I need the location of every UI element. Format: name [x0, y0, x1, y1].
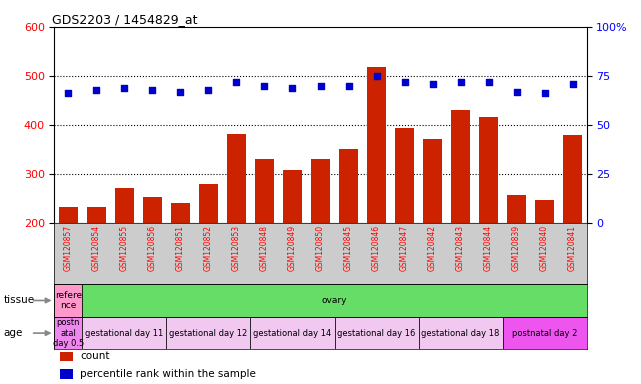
Text: GSM120857: GSM120857: [64, 225, 73, 271]
Text: GDS2203 / 1454829_at: GDS2203 / 1454829_at: [52, 13, 197, 26]
Text: GSM120840: GSM120840: [540, 225, 549, 271]
Bar: [254, 159, 274, 223]
Point: [92, 86, 102, 93]
Text: GSM120853: GSM120853: [232, 225, 241, 271]
Bar: [83, 317, 167, 349]
Text: gestational day 16: gestational day 16: [337, 329, 416, 338]
Text: gestational day 11: gestational day 11: [85, 329, 163, 338]
Point: [176, 88, 186, 94]
Text: percentile rank within the sample: percentile rank within the sample: [80, 369, 256, 379]
Bar: [367, 66, 387, 223]
Text: postnatal day 2: postnatal day 2: [512, 329, 577, 338]
Text: count: count: [80, 351, 110, 361]
Text: GSM120844: GSM120844: [484, 225, 493, 271]
Text: gestational day 18: gestational day 18: [421, 329, 500, 338]
Bar: [54, 284, 83, 317]
Bar: [507, 195, 526, 223]
Bar: [419, 317, 503, 349]
Point: [147, 86, 158, 93]
Point: [455, 79, 465, 85]
Text: gestational day 14: gestational day 14: [253, 329, 331, 338]
Bar: [143, 197, 162, 223]
Bar: [60, 351, 73, 361]
Text: GSM120846: GSM120846: [372, 225, 381, 271]
Point: [512, 88, 522, 94]
Bar: [171, 203, 190, 223]
Bar: [60, 369, 73, 379]
Text: gestational day 12: gestational day 12: [169, 329, 247, 338]
Point: [371, 73, 381, 79]
Point: [260, 83, 270, 89]
Bar: [535, 200, 554, 223]
Bar: [167, 317, 251, 349]
Bar: [54, 317, 83, 349]
Bar: [335, 317, 419, 349]
Text: GSM120839: GSM120839: [512, 225, 521, 271]
Point: [287, 84, 297, 91]
Bar: [422, 139, 442, 223]
Text: age: age: [3, 328, 22, 338]
Text: GSM120852: GSM120852: [204, 225, 213, 271]
Bar: [283, 170, 303, 223]
Point: [315, 83, 326, 89]
Point: [483, 79, 494, 85]
Bar: [338, 149, 358, 223]
Point: [231, 79, 242, 85]
Bar: [59, 207, 78, 223]
Text: tissue: tissue: [3, 295, 35, 306]
Bar: [311, 159, 330, 223]
Point: [119, 84, 129, 91]
Text: GSM120849: GSM120849: [288, 225, 297, 271]
Point: [63, 90, 74, 96]
Text: GSM120855: GSM120855: [120, 225, 129, 271]
Text: GSM120845: GSM120845: [344, 225, 353, 271]
Bar: [199, 184, 219, 223]
Point: [344, 83, 354, 89]
Point: [203, 86, 213, 93]
Text: GSM120854: GSM120854: [92, 225, 101, 271]
Text: GSM120856: GSM120856: [148, 225, 157, 271]
Bar: [451, 110, 470, 223]
Bar: [115, 188, 134, 223]
Bar: [479, 118, 498, 223]
Bar: [563, 135, 582, 223]
Point: [539, 90, 549, 96]
Point: [399, 79, 410, 85]
Bar: [395, 128, 414, 223]
Text: postn
atal
day 0.5: postn atal day 0.5: [53, 318, 84, 348]
Text: GSM120850: GSM120850: [316, 225, 325, 271]
Bar: [251, 317, 335, 349]
Text: GSM120851: GSM120851: [176, 225, 185, 271]
Text: GSM120841: GSM120841: [568, 225, 577, 271]
Bar: [227, 134, 246, 223]
Text: GSM120843: GSM120843: [456, 225, 465, 271]
Text: refere
nce: refere nce: [55, 291, 82, 310]
Text: GSM120842: GSM120842: [428, 225, 437, 271]
Text: ovary: ovary: [322, 296, 347, 305]
Text: GSM120848: GSM120848: [260, 225, 269, 271]
Bar: [503, 317, 587, 349]
Bar: [87, 207, 106, 223]
Text: GSM120847: GSM120847: [400, 225, 409, 271]
Point: [567, 81, 578, 87]
Point: [428, 81, 438, 87]
